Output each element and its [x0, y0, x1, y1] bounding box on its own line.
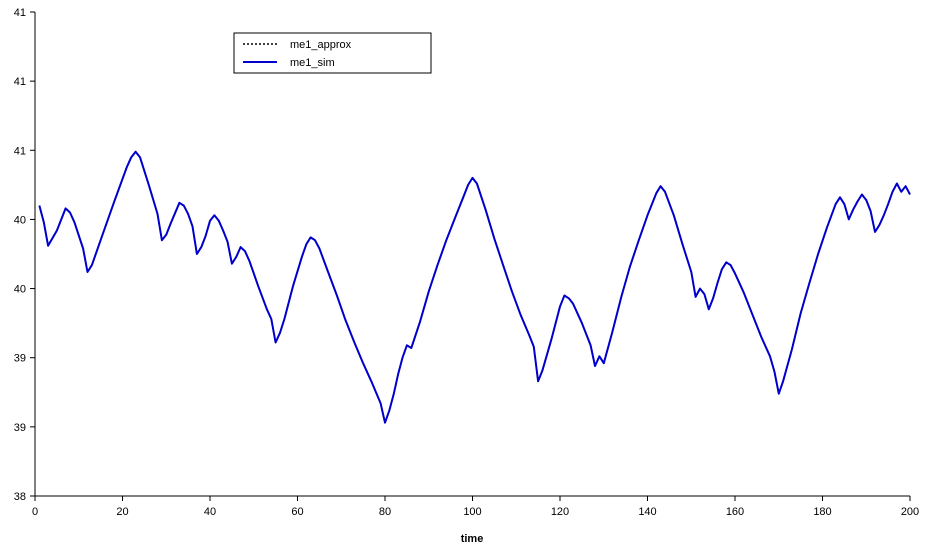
legend-label-me1-approx: me1_approx	[290, 39, 352, 51]
x-tick-label: 200	[901, 506, 919, 518]
legend: me1_approx me1_sim	[233, 32, 432, 74]
x-tick-label: 0	[32, 506, 38, 518]
y-tick-label: 38	[14, 491, 26, 503]
x-tick-label: 80	[379, 506, 391, 518]
x-tick-label: 120	[551, 506, 569, 518]
y-tick-label: 40	[14, 284, 26, 296]
x-tick-label: 160	[726, 506, 744, 518]
axes: 38 39 39 40 40 41 41 41 0 20 40 60 80 100 120 140 160 180…	[14, 7, 919, 518]
y-tick-label: 41	[14, 145, 26, 157]
series-line-me1-sim	[38, 150, 911, 424]
y-tick-label: 41	[14, 7, 26, 19]
y-tick-label: 40	[14, 214, 26, 226]
x-tick-label: 60	[291, 506, 303, 518]
x-tick-label: 180	[813, 506, 831, 518]
x-tick-label: 100	[463, 506, 481, 518]
legend-label-me1-sim: me1_sim	[290, 57, 335, 69]
x-tick-label: 140	[638, 506, 656, 518]
y-tick-label: 39	[14, 353, 26, 365]
x-axis-title: time	[461, 533, 484, 545]
series-layer	[38, 150, 911, 424]
x-tick-label: 20	[116, 506, 128, 518]
y-tick-label: 39	[14, 422, 26, 434]
y-tick-label: 41	[14, 76, 26, 88]
x-tick-label: 40	[204, 506, 216, 518]
legend-box	[233, 32, 432, 74]
